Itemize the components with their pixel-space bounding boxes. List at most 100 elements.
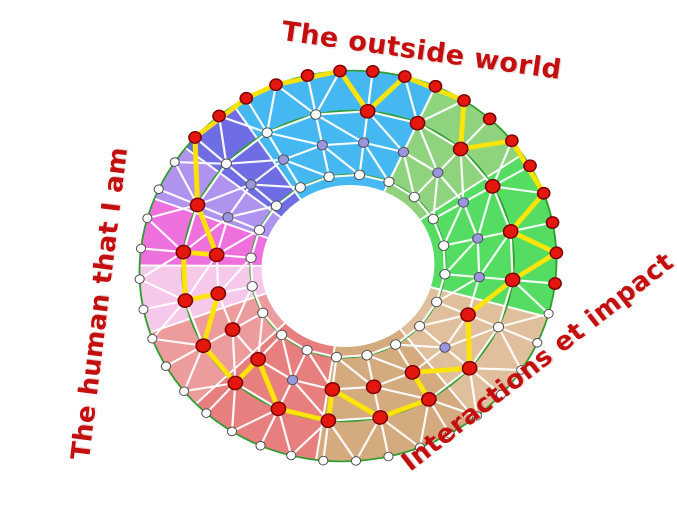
sector-salmon bbox=[196, 323, 335, 460]
red-node bbox=[365, 64, 380, 78]
red-node bbox=[397, 70, 412, 83]
red-node bbox=[269, 78, 283, 92]
red-node bbox=[359, 103, 376, 119]
red-node bbox=[482, 112, 497, 126]
rim-node bbox=[142, 213, 153, 224]
red-node bbox=[195, 338, 212, 354]
middle-node bbox=[473, 271, 485, 283]
red-node bbox=[404, 364, 421, 380]
red-node bbox=[208, 247, 225, 263]
red-node bbox=[484, 178, 501, 194]
red-node bbox=[502, 224, 519, 239]
red-node bbox=[365, 379, 382, 395]
red-node bbox=[270, 401, 287, 417]
inner-node bbox=[301, 344, 313, 356]
inner-node bbox=[383, 176, 395, 188]
rim-node bbox=[135, 243, 147, 254]
middle-node bbox=[286, 374, 299, 386]
middle-node bbox=[277, 154, 290, 165]
red-node bbox=[333, 64, 347, 78]
red-node bbox=[452, 141, 469, 157]
red-node bbox=[461, 360, 478, 376]
middle-node bbox=[245, 179, 257, 190]
middle-node bbox=[397, 146, 410, 158]
outer-node bbox=[220, 158, 232, 170]
rim-node bbox=[169, 157, 180, 167]
outer-node bbox=[492, 321, 505, 333]
middle-node bbox=[358, 137, 370, 148]
rim-node bbox=[134, 274, 145, 284]
red-node bbox=[239, 91, 254, 105]
rim-node bbox=[414, 442, 426, 453]
inner-node bbox=[245, 252, 257, 264]
red-node bbox=[212, 109, 226, 123]
outer-node bbox=[310, 109, 322, 120]
red-node bbox=[175, 244, 192, 260]
rim-node bbox=[147, 333, 158, 344]
rim-node bbox=[255, 440, 266, 451]
highlight-path bbox=[180, 68, 559, 424]
rim-node bbox=[516, 365, 527, 375]
inner-node bbox=[431, 296, 443, 308]
sector-tan bbox=[316, 329, 475, 462]
inner-node bbox=[438, 240, 450, 251]
red-node bbox=[536, 186, 551, 200]
inner-node bbox=[361, 349, 373, 361]
sector-magenta bbox=[139, 198, 268, 266]
red-node bbox=[457, 94, 471, 107]
rim-node bbox=[179, 386, 190, 396]
sector-tan-light bbox=[400, 287, 548, 419]
red-node bbox=[523, 159, 537, 173]
middle-node bbox=[472, 233, 484, 244]
inner-node bbox=[330, 351, 343, 363]
red-node bbox=[504, 134, 519, 148]
red-node bbox=[420, 391, 437, 407]
red-node bbox=[409, 115, 426, 131]
middle-node bbox=[457, 197, 470, 208]
rim-node bbox=[532, 338, 543, 348]
rim-node bbox=[201, 408, 212, 418]
middle-node bbox=[316, 139, 328, 151]
red-node bbox=[428, 79, 443, 93]
red-node bbox=[300, 69, 315, 82]
inner-node bbox=[257, 307, 269, 319]
inner-node bbox=[390, 339, 402, 350]
middle-node bbox=[222, 212, 234, 223]
middle-node bbox=[439, 342, 451, 353]
inner-node bbox=[408, 191, 420, 203]
rim-node bbox=[444, 428, 455, 439]
red-node bbox=[227, 375, 244, 391]
inner-node bbox=[323, 171, 335, 183]
red-node bbox=[548, 277, 562, 290]
red-node bbox=[372, 410, 389, 425]
red-node bbox=[545, 216, 560, 229]
red-node bbox=[460, 307, 476, 323]
sector-indigo bbox=[185, 105, 301, 218]
red-node bbox=[224, 322, 241, 337]
sector-cyan bbox=[233, 70, 436, 200]
red-node bbox=[210, 286, 227, 301]
inner-node bbox=[276, 329, 288, 341]
rim-node bbox=[138, 304, 149, 315]
red-node bbox=[504, 272, 521, 288]
inner-node bbox=[414, 320, 426, 332]
rim-node bbox=[286, 450, 297, 461]
sector-lavender bbox=[154, 148, 281, 239]
red-node bbox=[324, 382, 341, 397]
red-node bbox=[320, 413, 337, 429]
inner-node bbox=[427, 213, 439, 225]
rim-node bbox=[383, 451, 394, 462]
rim-node bbox=[318, 455, 329, 466]
rim-node bbox=[153, 184, 164, 194]
inner-node bbox=[246, 281, 258, 292]
red-node bbox=[177, 293, 194, 308]
inner-node bbox=[253, 224, 265, 236]
rim-node bbox=[543, 308, 554, 319]
rim-node bbox=[495, 389, 507, 400]
inner-node bbox=[270, 200, 282, 212]
inner-node bbox=[439, 268, 451, 280]
red-node bbox=[189, 197, 206, 213]
rim-node bbox=[226, 426, 238, 437]
